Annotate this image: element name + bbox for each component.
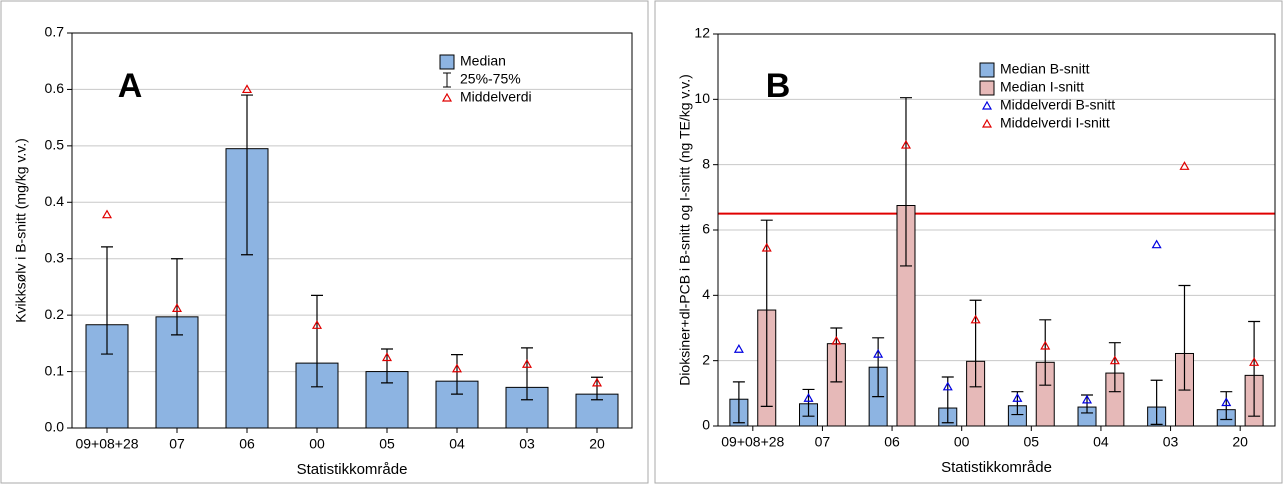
x-tick-label: 07 — [815, 434, 831, 450]
x-axis-label: Statistikkområde — [297, 461, 408, 478]
y-tick-label: 8 — [702, 155, 710, 171]
error-bar — [899, 97, 912, 267]
mean-marker — [1151, 239, 1162, 249]
y-tick-label: 0.6 — [45, 80, 65, 96]
legend-marker — [441, 92, 453, 102]
x-tick-label: 06 — [884, 434, 900, 450]
x-tick-label: 09+08+28 — [721, 434, 784, 450]
panel-label: B — [766, 67, 791, 105]
legend-swatch — [439, 54, 455, 70]
error-bar — [521, 347, 533, 401]
mean-marker — [381, 352, 393, 362]
legend-swatch — [979, 80, 995, 96]
x-tick-label: 09+08+28 — [75, 436, 138, 452]
x-axis-label: Statistikkområde — [941, 459, 1052, 476]
plot-frame — [717, 33, 1276, 427]
mean-marker — [761, 242, 772, 252]
mean-marker — [942, 381, 953, 391]
mean-marker — [521, 359, 533, 368]
y-tick-label: 0 — [702, 417, 710, 433]
error-bar — [1108, 342, 1121, 393]
mean-marker — [803, 393, 814, 402]
mean-marker — [241, 84, 253, 94]
x-tick-label: 20 — [1232, 434, 1248, 450]
mean-marker — [873, 348, 884, 358]
error-bar — [241, 94, 253, 256]
y-axis-label: Dioksiner+dl-PCB i B-snitt og I-snitt (n… — [677, 74, 693, 386]
legend-label: Middelverdi B-snitt — [1000, 97, 1115, 113]
y-tick-label: 0.0 — [45, 419, 65, 435]
legend-label: 25%-75% — [460, 71, 521, 87]
panel-frame — [0, 0, 649, 484]
x-tick-label: 04 — [1093, 434, 1109, 450]
mean-marker — [1221, 397, 1232, 407]
x-tick-label: 04 — [449, 436, 465, 452]
error-bar — [872, 337, 885, 398]
error-bar — [171, 258, 183, 336]
error-bar — [1248, 320, 1261, 417]
y-tick-label: 0.5 — [45, 137, 65, 153]
error-bar — [732, 381, 745, 424]
legend-label: Middelverdi I-snitt — [1000, 115, 1110, 131]
x-tick-label: 03 — [519, 436, 535, 452]
error-bar — [451, 354, 463, 395]
mean-marker — [1081, 394, 1093, 404]
y-tick-label: 0.4 — [45, 193, 65, 209]
panel-frame — [654, 0, 1283, 484]
y-tick-label: 4 — [702, 286, 710, 302]
y-tick-label: 12 — [694, 25, 710, 41]
error-bar — [101, 246, 113, 355]
bar — [435, 380, 479, 429]
mean-marker — [970, 314, 981, 324]
mean-marker — [1179, 161, 1190, 170]
y-tick-label: 2 — [702, 351, 710, 367]
y-axis-label: Kvikksølv i B-snitt (mg/kg v.v.) — [13, 138, 29, 323]
legend-label: Median — [460, 53, 506, 69]
x-tick-label: 20 — [589, 436, 605, 452]
error-bar — [591, 376, 603, 401]
legend-marker — [981, 118, 993, 128]
mean-marker — [733, 344, 744, 353]
legend-label: Median I-snitt — [1000, 79, 1084, 95]
y-tick-label: 6 — [702, 221, 710, 237]
x-tick-label: 05 — [379, 436, 395, 452]
legend-label: Median B-snitt — [1000, 61, 1090, 77]
mean-marker — [1249, 357, 1260, 366]
x-tick-label: 00 — [954, 434, 970, 450]
mean-marker — [1040, 340, 1051, 350]
error-bar — [1150, 379, 1163, 425]
plot-frame — [71, 32, 633, 429]
y-tick-label: 0.7 — [45, 24, 65, 40]
error-bar — [941, 376, 954, 424]
mean-marker — [311, 320, 323, 329]
error-bar — [1011, 391, 1024, 416]
y-tick-label: 0.2 — [45, 306, 65, 322]
x-tick-label: 00 — [309, 436, 325, 452]
y-tick-label: 0.1 — [45, 362, 65, 378]
x-tick-label: 05 — [1024, 434, 1040, 450]
x-tick-label: 03 — [1163, 434, 1179, 450]
mean-marker — [1012, 393, 1023, 402]
x-tick-label: 07 — [169, 436, 185, 452]
legend-marker — [981, 100, 993, 110]
error-bar — [1039, 319, 1052, 386]
legend-swatch — [979, 62, 995, 78]
legend-whisker — [443, 72, 451, 88]
mean-marker — [831, 335, 842, 345]
legend-label: Middelverdi — [460, 89, 532, 105]
error-bar — [311, 294, 323, 388]
x-tick-label: 06 — [239, 436, 255, 452]
mean-marker — [171, 303, 183, 312]
panel-label: A — [118, 67, 143, 105]
y-tick-label: 0.3 — [45, 249, 65, 265]
mean-marker — [451, 363, 463, 373]
error-bar — [1178, 284, 1191, 391]
mean-marker — [591, 377, 603, 387]
mean-marker — [900, 139, 912, 149]
mean-marker — [101, 209, 113, 219]
y-tick-label: 10 — [694, 90, 710, 106]
mean-marker — [1109, 355, 1120, 365]
